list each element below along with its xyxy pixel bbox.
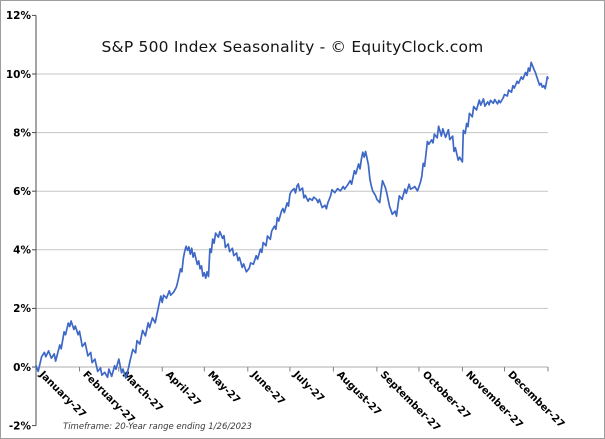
x-tick-label-month-6: June-27: [248, 369, 287, 408]
y-tick-label-12pct: 12%: [6, 10, 32, 22]
timeframe-note: Timeframe: 20-Year range ending 1/26/202…: [63, 422, 252, 432]
chart-title: S&P 500 Index Seasonality - © EquityCloc…: [101, 38, 484, 56]
x-tick-label-month-4: April-27: [163, 369, 202, 408]
y-tick-label-0pct: 0%: [13, 362, 31, 374]
x-tick-label-month-8: August-27: [334, 369, 383, 418]
y-tick-label-4pct: 4%: [13, 245, 31, 257]
y-tick-label-2pct: 2%: [13, 303, 31, 315]
y-tick-label-6pct: 6%: [13, 186, 31, 198]
y-tick-label--2pct: -2%: [9, 420, 32, 432]
x-tick-label-month-7: July-27: [290, 369, 326, 405]
y-tick-label-10pct: 10%: [6, 69, 32, 81]
y-tick-label-8pct: 8%: [13, 127, 31, 139]
x-tick-label-month-5: May-27: [205, 369, 242, 406]
seasonality-line: [35, 61, 549, 379]
